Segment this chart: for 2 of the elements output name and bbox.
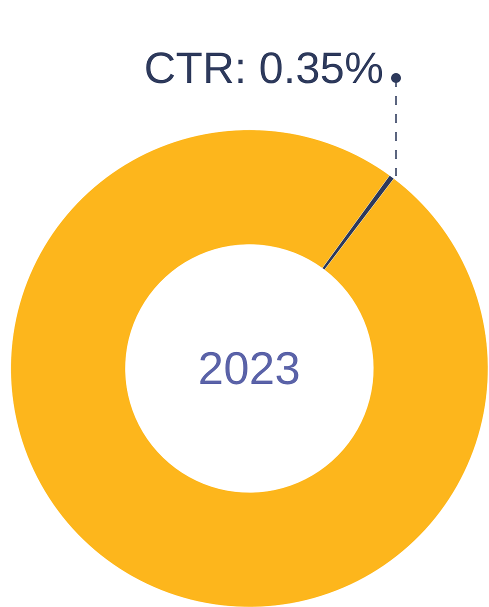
text: 2023 — [198, 342, 300, 394]
text: CTR: 0.35% — [144, 44, 384, 93]
